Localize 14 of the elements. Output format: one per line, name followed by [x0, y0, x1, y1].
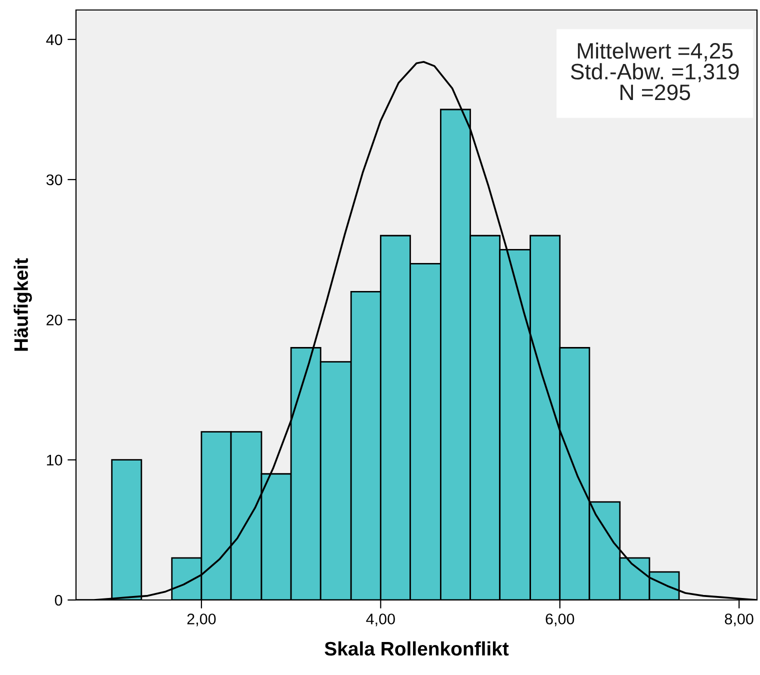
annotation: Mittelwert =4,25: [578, 42, 733, 62]
x-tick-label: 8,00: [724, 614, 754, 626]
annotation: Std.-Abw. =1,319: [570, 63, 739, 82]
y-tick-label: 30: [46, 174, 62, 186]
y-tick-label: 0: [54, 594, 62, 606]
x-tick-label: 6,00: [546, 614, 574, 626]
y-axis-title: Häufigkeit: [14, 258, 32, 351]
y-tick-label: 10: [46, 454, 62, 466]
x-axis-title: Skala Rollenkonflikt: [324, 641, 509, 656]
y-tick-label: 20: [46, 314, 62, 326]
x-tick-label: 2,00: [187, 614, 216, 626]
x-tick-label: 4,00: [366, 614, 395, 626]
y-tick-label: 40: [46, 34, 62, 46]
annotation: N =295: [620, 84, 690, 100]
